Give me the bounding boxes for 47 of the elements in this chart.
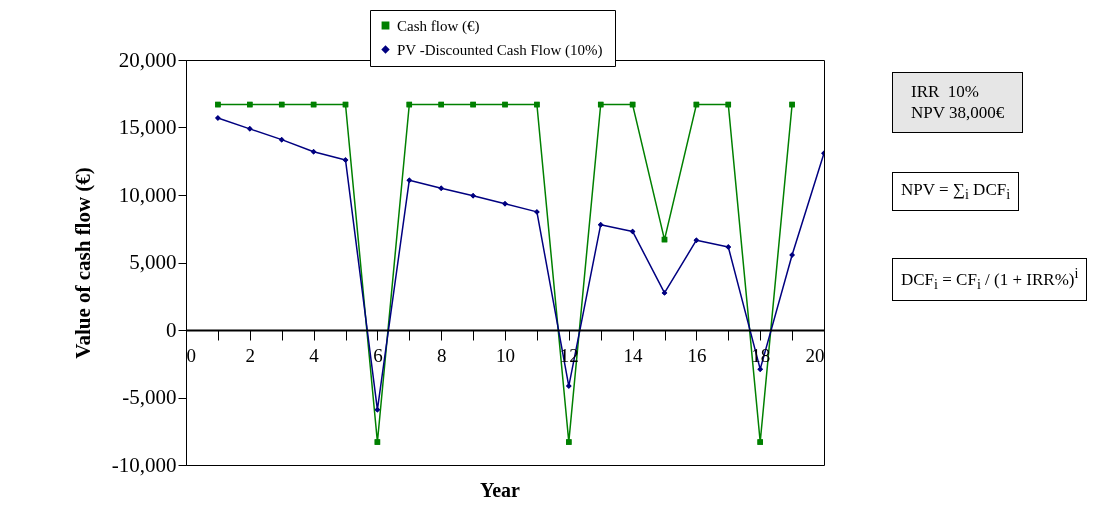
- point: [757, 366, 763, 372]
- x-tick-label: 20: [805, 344, 825, 366]
- point: [438, 185, 444, 191]
- point: [406, 177, 413, 183]
- x-tick-label: 6: [373, 344, 383, 366]
- x-tick-label: 16: [687, 344, 707, 366]
- point: [278, 136, 285, 143]
- x-tick-label: 8: [436, 344, 447, 366]
- point: [566, 439, 572, 445]
- y-tick-label: 15,000: [118, 115, 177, 139]
- point: [661, 290, 668, 296]
- point: [438, 101, 444, 108]
- text: NPV = ∑$_{i}$ DCF$_{i}$: [892, 172, 1020, 212]
- y-tick-label: -5,000: [122, 385, 177, 409]
- y-tick-label: -10,000: [111, 452, 177, 477]
- point: [342, 157, 349, 163]
- point: [247, 126, 253, 132]
- y-tick-label: 5,000: [129, 250, 177, 274]
- x-tick-label: 10: [496, 344, 515, 366]
- point: [534, 101, 540, 108]
- x-tick-label: 4: [309, 344, 320, 366]
- point: [789, 101, 795, 108]
- x-tick-label: 14: [623, 344, 644, 366]
- point: [310, 149, 317, 155]
- point: [629, 228, 636, 235]
- point: [725, 244, 732, 250]
- x-axis-title: Year: [480, 479, 520, 502]
- point: [597, 221, 604, 228]
- text: DCF$_{i}$ = CF$_{i}$ / (1 + IRR%)$^{i}$: [892, 258, 1088, 301]
- point: [757, 439, 763, 445]
- point: [693, 237, 700, 243]
- point: [374, 439, 381, 445]
- x-tick-label: 0: [186, 344, 196, 366]
- text: IRR 10% NPV 38,000€: [892, 72, 1024, 133]
- y-axis-title: Value of cash flow (€): [70, 167, 95, 359]
- point: [470, 101, 476, 108]
- legend-label: Cash flow (€): [397, 17, 480, 35]
- y-tick-label: 20,000: [118, 47, 177, 72]
- point: [247, 101, 253, 108]
- point: [502, 101, 508, 108]
- point: [470, 192, 476, 199]
- y-tick-label: 10,000: [118, 182, 177, 207]
- legend-label: PV -Discounted Cash Flow (10%): [397, 41, 603, 59]
- y-tick-label: 0: [166, 317, 177, 342]
- x-tick-label: 2: [245, 344, 256, 366]
- point: [215, 101, 221, 108]
- point: [374, 406, 381, 413]
